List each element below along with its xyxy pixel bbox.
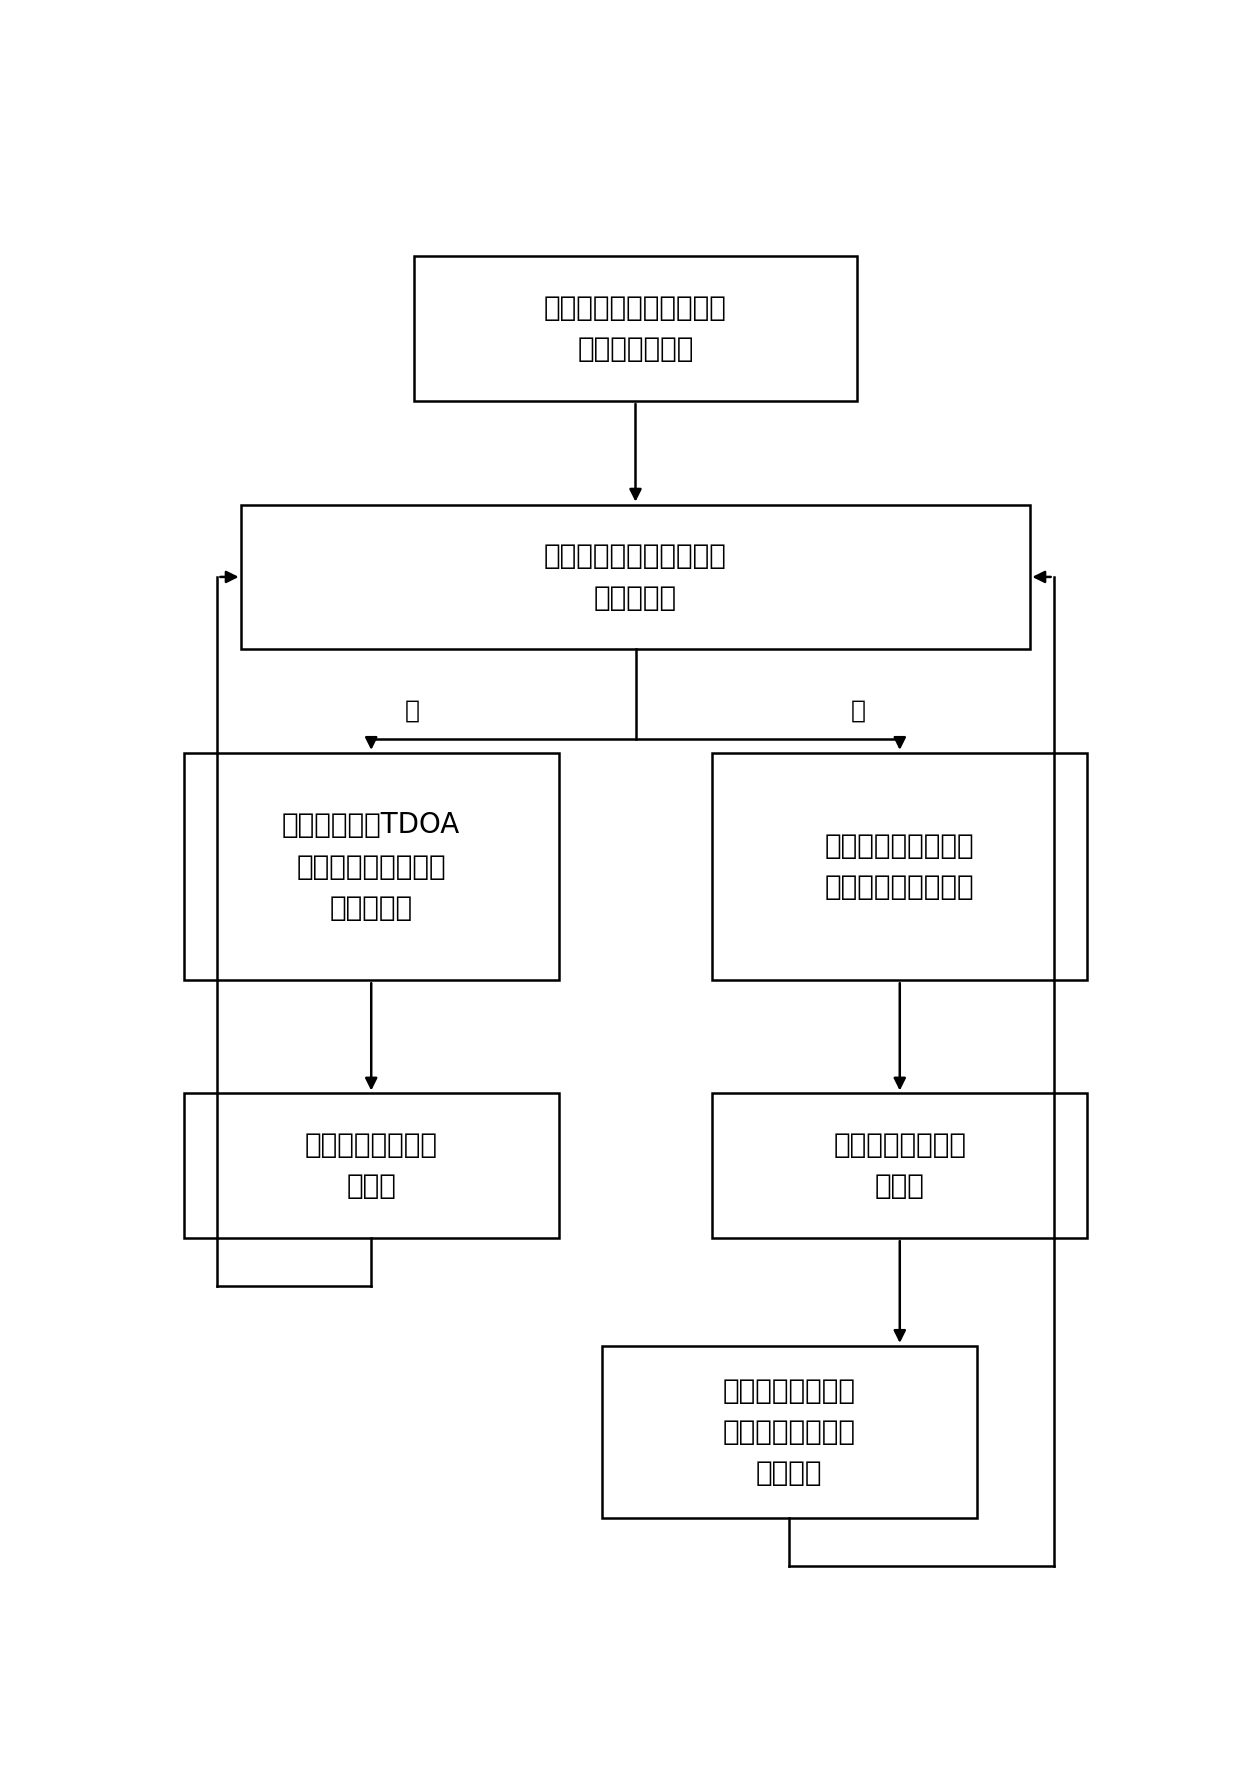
Bar [242, 505, 1029, 650]
Text: 是: 是 [404, 698, 420, 722]
Text: 否: 否 [851, 698, 866, 722]
Bar [712, 1093, 1087, 1238]
Text: 获取并预测目标状
态信息: 获取并预测目标状 态信息 [833, 1132, 966, 1200]
Text: 建立雷达组网射频隐身资
源控制优化模型: 建立雷达组网射频隐身资 源控制优化模型 [544, 294, 727, 364]
Text: 确定下一时刻雷达
发射机驻留时间、
辐射功率: 确定下一时刻雷达 发射机驻留时间、 辐射功率 [723, 1377, 856, 1487]
Text: 判断预测目标跟踪精度是
否满足要求: 判断预测目标跟踪精度是 否满足要求 [544, 543, 727, 611]
Text: 下一时刻采用TDOA
无源传感器协同对目
标进行跟踪: 下一时刻采用TDOA 无源传感器协同对目 标进行跟踪 [283, 811, 460, 922]
Bar [184, 1093, 558, 1238]
Bar [414, 256, 857, 401]
Text: 下一时刻雷达发射机
开机对目标进行跟踪: 下一时刻雷达发射机 开机对目标进行跟踪 [825, 833, 975, 901]
Bar [601, 1345, 977, 1519]
Bar [184, 752, 558, 980]
Text: 获取并预测目标状
态信息: 获取并预测目标状 态信息 [305, 1132, 438, 1200]
Bar [712, 752, 1087, 980]
